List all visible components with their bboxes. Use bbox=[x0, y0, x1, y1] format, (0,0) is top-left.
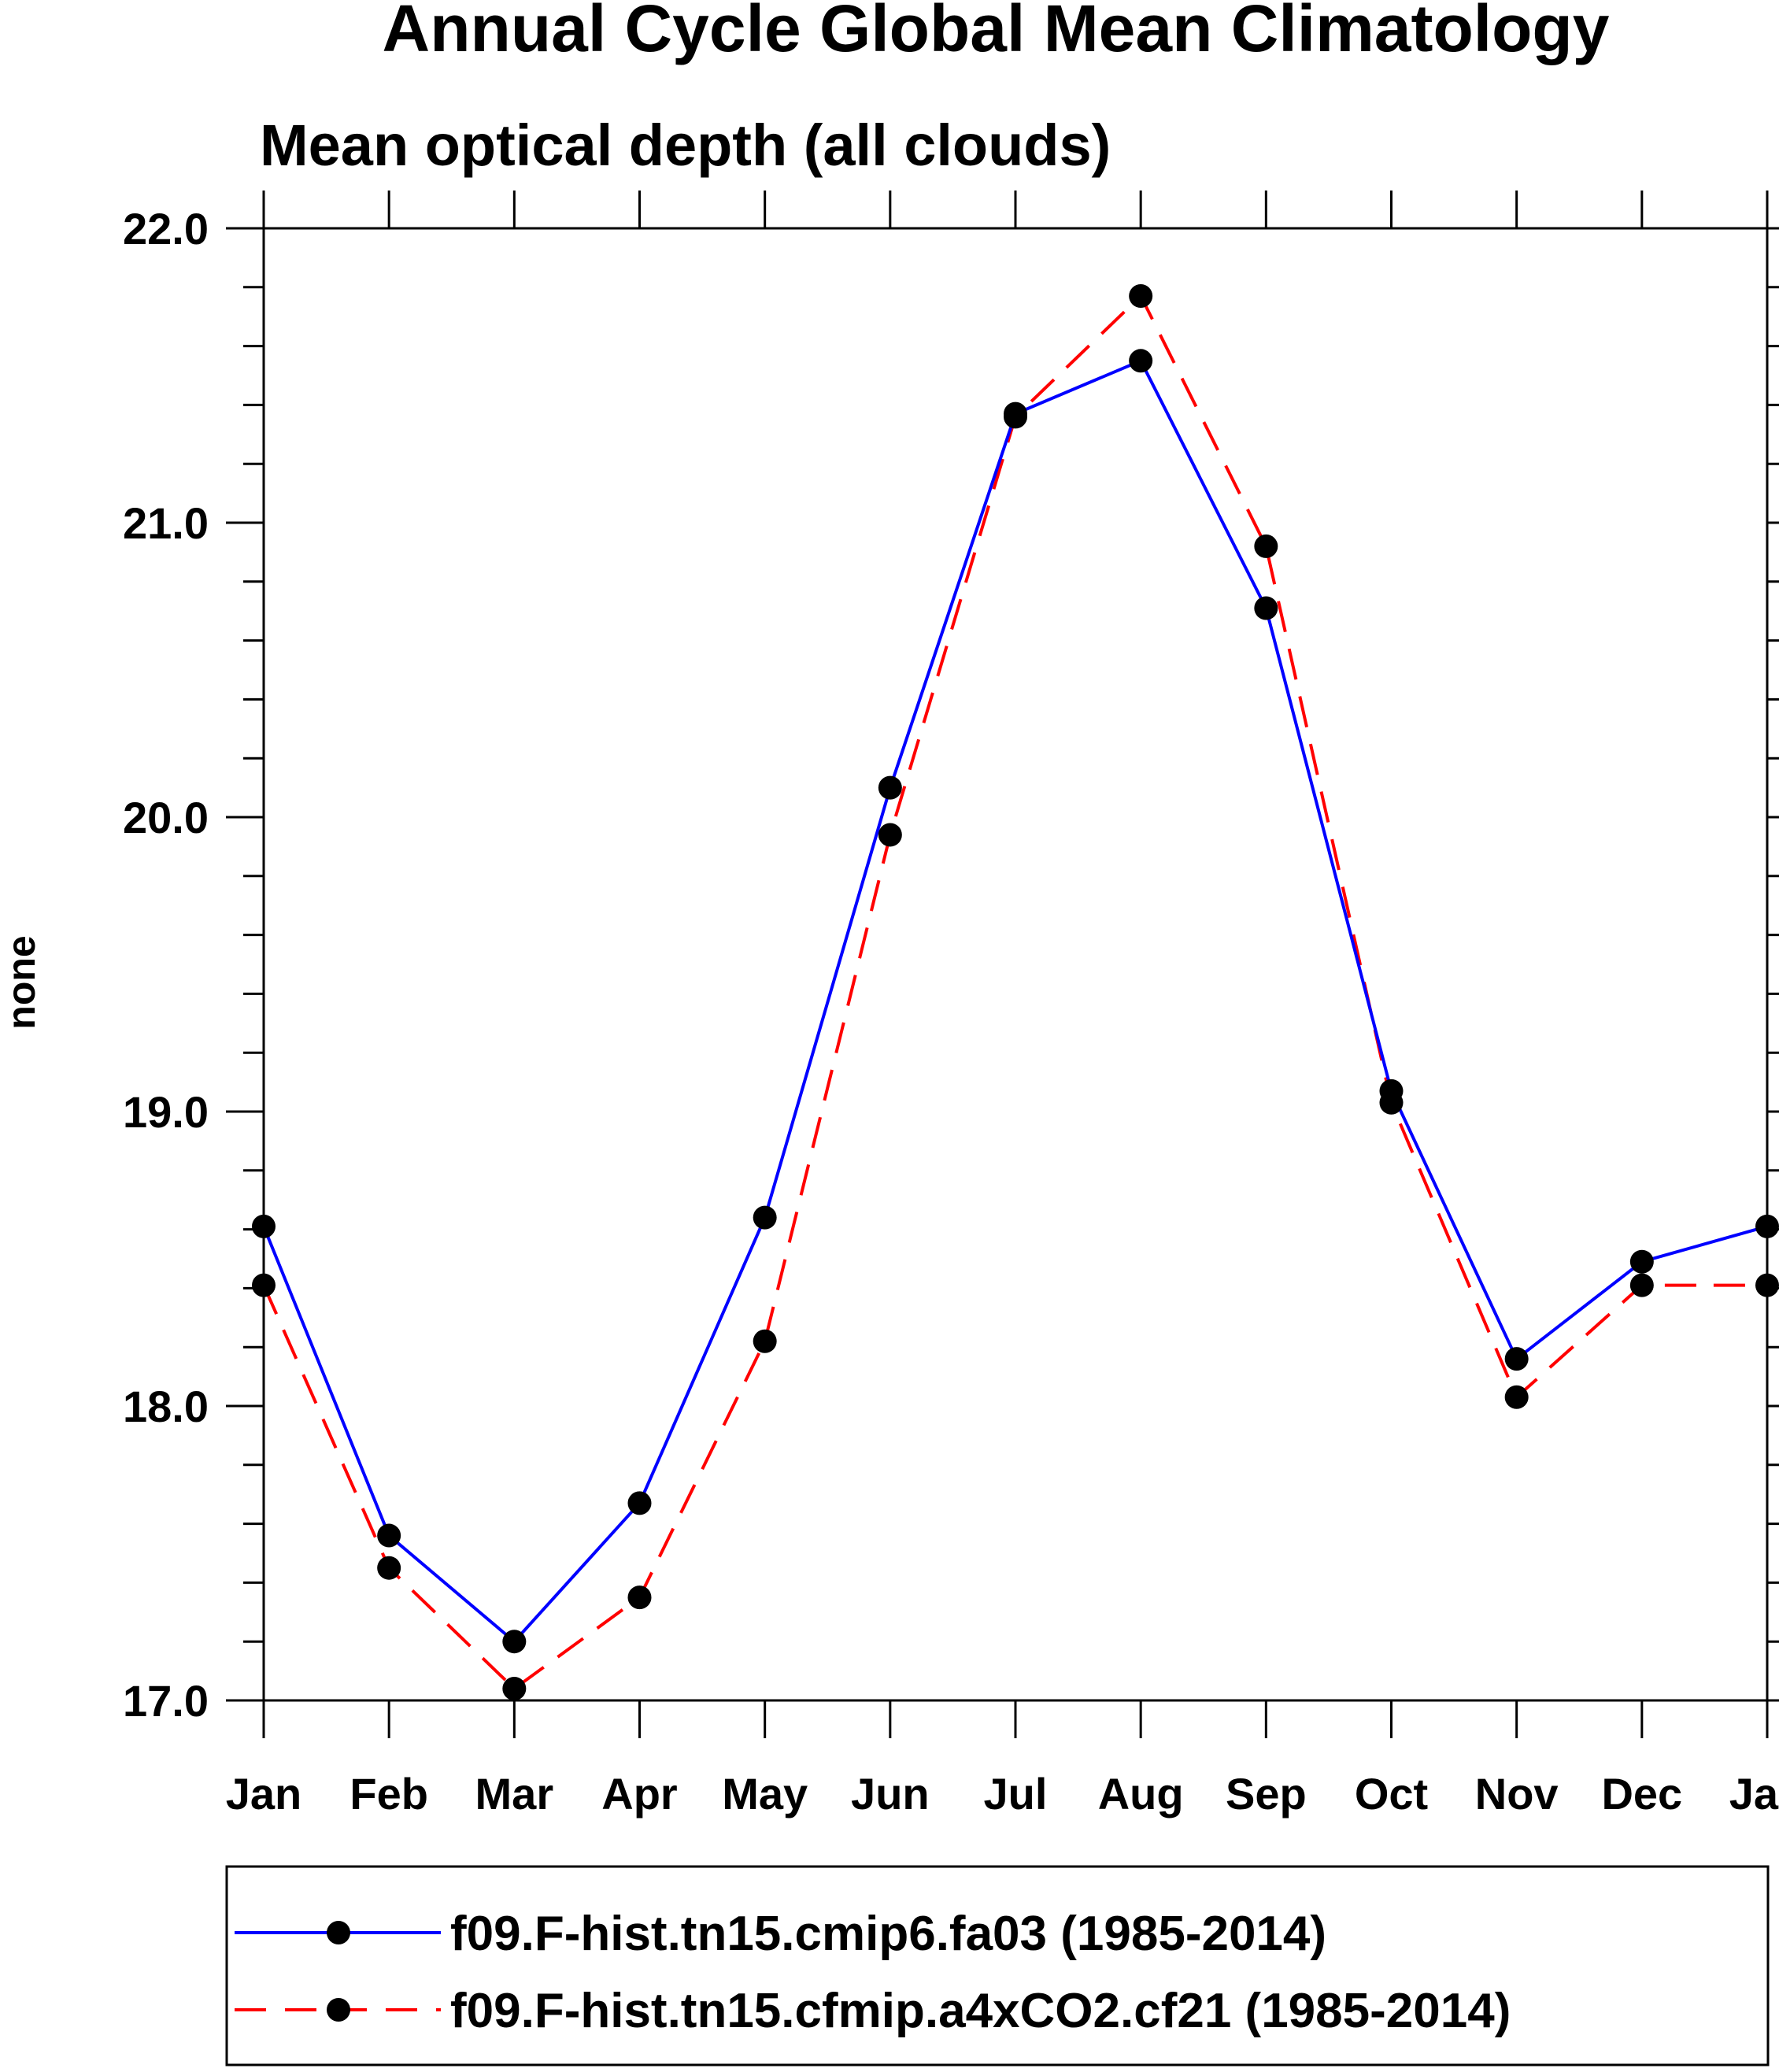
legend-marker bbox=[327, 1921, 350, 1944]
legend-entry-label: f09.F-hist.tn15.cfmip.a4xCO2.cf21 (1985-… bbox=[450, 1984, 1511, 2038]
data-point bbox=[878, 775, 902, 800]
x-tick-label: Jan bbox=[1729, 1769, 1779, 1819]
y-tick-label: 20.0 bbox=[123, 793, 209, 842]
axes: Jan Feb Mar Apr May Jun Jul Aug Sep Oct Nov Dec Jan 1… bbox=[123, 191, 1779, 1819]
x-tick-label: Mar bbox=[475, 1769, 554, 1819]
data-point bbox=[1629, 1249, 1654, 1274]
data-point bbox=[252, 1273, 276, 1297]
data-point bbox=[627, 1491, 652, 1515]
series-1-markers bbox=[252, 349, 1779, 1654]
data-point bbox=[1004, 401, 1027, 426]
y-tick-label: 17.0 bbox=[123, 1676, 209, 1726]
series-2-markers bbox=[252, 284, 1779, 1701]
chart-title: Annual Cycle Global Mean Climatology bbox=[383, 0, 1610, 65]
data-point bbox=[1129, 284, 1153, 309]
y-tick-label: 18.0 bbox=[123, 1382, 209, 1431]
y-tick-label: 19.0 bbox=[123, 1087, 209, 1137]
y-axis-label: none bbox=[0, 935, 43, 1029]
series-line bbox=[262, 358, 1768, 1644]
data-point bbox=[377, 1556, 401, 1580]
x-tick-label: Oct bbox=[1355, 1769, 1428, 1819]
x-tick-label: Dec bbox=[1601, 1769, 1682, 1819]
legend-marker bbox=[327, 1998, 350, 2022]
x-tick-label: Feb bbox=[350, 1769, 428, 1819]
data-point bbox=[1504, 1385, 1529, 1409]
plot-frame bbox=[262, 227, 1769, 1702]
data-point bbox=[1629, 1273, 1654, 1297]
x-tick-label: May bbox=[722, 1769, 808, 1819]
x-tick-label: Jul bbox=[984, 1769, 1048, 1819]
data-point bbox=[252, 1214, 276, 1238]
data-point bbox=[377, 1523, 401, 1548]
x-tick-label: Aug bbox=[1098, 1769, 1184, 1819]
chart-subtitle: Mean optical depth (all clouds) bbox=[260, 113, 1111, 178]
series-line bbox=[262, 293, 1767, 1691]
data-point bbox=[1129, 349, 1153, 373]
y-tick-label: 22.0 bbox=[123, 204, 209, 253]
x-tick-label: Jan bbox=[226, 1769, 302, 1819]
y-tick-label: 21.0 bbox=[123, 498, 209, 548]
data-point bbox=[627, 1585, 652, 1610]
data-point bbox=[502, 1630, 527, 1654]
data-point bbox=[753, 1329, 777, 1353]
series-2 bbox=[262, 293, 1767, 1691]
x-tick-label: Apr bbox=[601, 1769, 677, 1819]
data-point bbox=[1504, 1347, 1529, 1371]
series-layer bbox=[252, 284, 1779, 1701]
data-point bbox=[753, 1205, 777, 1230]
data-point bbox=[1254, 596, 1278, 620]
legend-entry-label: f09.F-hist.tn15.cmip6.fa03 (1985-2014) bbox=[450, 1907, 1326, 1961]
data-point bbox=[1254, 534, 1278, 558]
series-1 bbox=[262, 358, 1768, 1644]
data-point bbox=[1755, 1273, 1779, 1297]
x-tick-label: Jun bbox=[851, 1769, 930, 1819]
x-tick-label: Nov bbox=[1475, 1769, 1559, 1819]
legend: f09.F-hist.tn15.cmip6.fa03 (1985-2014) f0… bbox=[225, 1865, 1770, 2066]
legend-box bbox=[225, 1865, 1770, 2066]
data-point bbox=[878, 823, 902, 847]
x-tick-label: Sep bbox=[1226, 1769, 1307, 1819]
data-point bbox=[1755, 1214, 1779, 1238]
data-point bbox=[502, 1677, 527, 1701]
data-point bbox=[1379, 1079, 1404, 1103]
